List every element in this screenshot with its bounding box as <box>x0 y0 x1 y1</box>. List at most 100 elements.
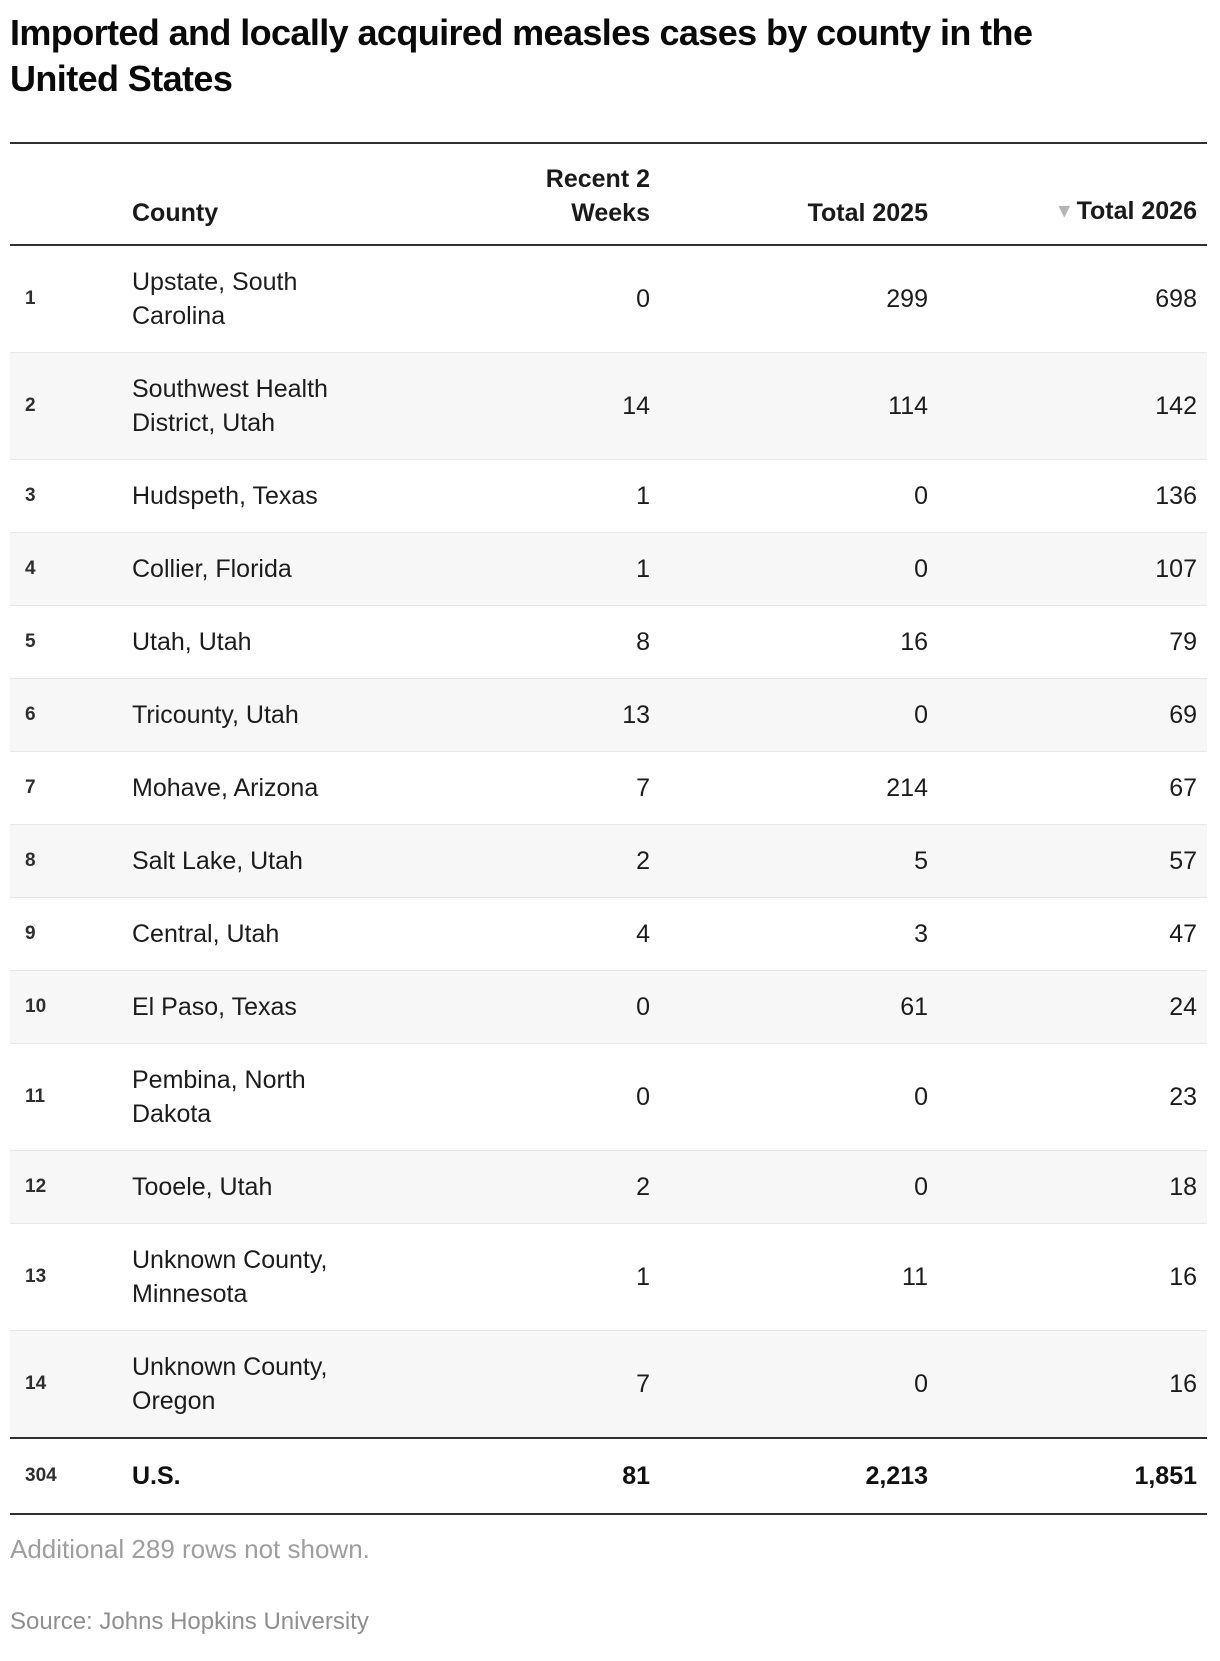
recent-cell: 1 <box>636 1263 650 1291</box>
row-index: 4 <box>25 558 36 579</box>
total-2025-cell: 0 <box>914 701 928 729</box>
county-cell: Central, Utah <box>132 920 280 948</box>
table-row: 8 Salt Lake, Utah 2 5 57 <box>10 824 1207 898</box>
recent-cell: 0 <box>636 285 650 313</box>
totals-total-2026-cell: 1,851 <box>938 1437 1207 1515</box>
row-index: 1 <box>25 288 36 309</box>
county-cell: Southwest Health District, Utah <box>132 375 328 437</box>
table-row: 7 Mohave, Arizona 7 214 67 <box>10 751 1207 825</box>
total-2026-cell: 24 <box>1169 993 1197 1021</box>
total-2025-cell: 3 <box>914 920 928 948</box>
county-cell: Tricounty, Utah <box>132 701 299 729</box>
total-2026-cell: 107 <box>1155 555 1197 583</box>
table-row: 12 Tooele, Utah 2 0 18 <box>10 1150 1207 1224</box>
table-row: 5 Utah, Utah 8 16 79 <box>10 605 1207 679</box>
row-index: 13 <box>25 1266 47 1287</box>
total-2026-cell: 142 <box>1155 392 1197 420</box>
row-index: 6 <box>25 704 36 725</box>
total-2025-cell: 0 <box>914 555 928 583</box>
county-cell: Utah, Utah <box>132 628 252 656</box>
total-2025-cell: 11 <box>902 1263 928 1291</box>
source-attribution: Source: Johns Hopkins University <box>10 1608 369 1635</box>
county-cell: Collier, Florida <box>132 555 292 583</box>
county-cell: Pembina, North Dakota <box>132 1066 306 1128</box>
total-2025-cell: 214 <box>886 774 928 802</box>
county-cell: El Paso, Texas <box>132 993 297 1021</box>
total-2025-cell: 299 <box>886 285 928 313</box>
total-2025-cell: 5 <box>914 847 928 875</box>
row-index: 2 <box>25 395 36 416</box>
header-total-2025[interactable]: Total 2025 <box>660 142 938 246</box>
total-2025-cell: 114 <box>888 392 928 420</box>
county-cell: Tooele, Utah <box>132 1173 273 1201</box>
total-2025-cell: 16 <box>900 628 928 656</box>
total-2026-cell: 23 <box>1169 1083 1197 1111</box>
header-recent-2-weeks-label: Recent 2 Weeks <box>545 165 650 227</box>
recent-cell: 0 <box>636 993 650 1021</box>
total-2026-cell: 16 <box>1169 1370 1197 1398</box>
total-2025-cell: 0 <box>914 1370 928 1398</box>
table-row: 10 El Paso, Texas 0 61 24 <box>10 970 1207 1044</box>
measles-cases-table: County Recent 2 Weeks Total 2025 ▾ Total … <box>10 142 1207 1515</box>
total-2026-cell: 67 <box>1169 774 1197 802</box>
header-total-2026[interactable]: ▾ Total 2026 <box>938 142 1207 246</box>
recent-cell: 14 <box>622 392 650 420</box>
row-index: 9 <box>25 923 36 944</box>
recent-cell: 2 <box>636 847 650 875</box>
totals-recent-cell: 81 <box>410 1437 660 1515</box>
recent-cell: 13 <box>622 701 650 729</box>
additional-rows-note: Additional 289 rows not shown. <box>10 1534 370 1564</box>
table-row: 9 Central, Utah 4 3 47 <box>10 897 1207 971</box>
total-2025-cell: 0 <box>914 1083 928 1111</box>
table-row: 2 Southwest Health District, Utah 14 114… <box>10 352 1207 460</box>
county-cell: Hudspeth, Texas <box>132 482 318 510</box>
total-2026-cell: 79 <box>1169 628 1197 656</box>
header-total-2026-label: Total 2026 <box>1076 197 1197 225</box>
row-index: 11 <box>25 1086 46 1107</box>
table-row: 11 Pembina, North Dakota 0 0 23 <box>10 1043 1207 1151</box>
totals-row: 304 U.S. 81 2,213 1,851 <box>10 1437 1207 1515</box>
recent-cell: 1 <box>636 482 650 510</box>
totals-row-index: 304 <box>10 1437 122 1515</box>
table-row: 1 Upstate, South Carolina 0 299 698 <box>10 245 1207 353</box>
row-index: 7 <box>25 777 36 798</box>
row-index: 10 <box>25 996 47 1017</box>
totals-total-2025-cell: 2,213 <box>660 1437 938 1515</box>
recent-cell: 8 <box>636 628 650 656</box>
county-cell: Unknown County, Minnesota <box>132 1246 328 1308</box>
header-row-number <box>10 142 122 246</box>
recent-cell: 7 <box>636 774 650 802</box>
table-row: 14 Unknown County, Oregon 7 0 16 <box>10 1330 1207 1438</box>
table-row: 4 Collier, Florida 1 0 107 <box>10 532 1207 606</box>
total-2026-cell: 136 <box>1155 482 1197 510</box>
county-cell: Salt Lake, Utah <box>132 847 303 875</box>
total-2026-cell: 18 <box>1169 1173 1197 1201</box>
county-cell: Upstate, South Carolina <box>132 268 298 330</box>
total-2026-cell: 47 <box>1169 920 1197 948</box>
recent-cell: 7 <box>636 1370 650 1398</box>
total-2026-cell: 698 <box>1155 285 1197 313</box>
page-title: Imported and locally acquired measles ca… <box>10 12 1033 99</box>
table-header: County Recent 2 Weeks Total 2025 ▾ Total … <box>10 142 1207 246</box>
row-index: 5 <box>25 631 36 652</box>
recent-cell: 4 <box>636 920 650 948</box>
county-cell: Unknown County, Oregon <box>132 1353 328 1415</box>
table-footer: 304 U.S. 81 2,213 1,851 <box>10 1437 1207 1515</box>
table-row: 6 Tricounty, Utah 13 0 69 <box>10 678 1207 752</box>
total-2026-cell: 16 <box>1169 1263 1197 1291</box>
row-index: 14 <box>25 1373 47 1394</box>
recent-cell: 2 <box>636 1173 650 1201</box>
row-index: 8 <box>25 850 36 871</box>
row-index: 3 <box>25 485 36 506</box>
row-index: 12 <box>25 1176 47 1197</box>
total-2026-cell: 57 <box>1169 847 1197 875</box>
table-row: 13 Unknown County, Minnesota 1 11 16 <box>10 1223 1207 1331</box>
recent-cell: 0 <box>636 1083 650 1111</box>
header-recent-2-weeks[interactable]: Recent 2 Weeks <box>410 142 660 246</box>
total-2025-cell: 61 <box>900 993 928 1021</box>
header-row: County Recent 2 Weeks Total 2025 ▾ Total … <box>10 142 1207 246</box>
header-county[interactable]: County <box>122 142 410 246</box>
total-2025-cell: 0 <box>914 1173 928 1201</box>
totals-county-cell: U.S. <box>122 1437 410 1515</box>
